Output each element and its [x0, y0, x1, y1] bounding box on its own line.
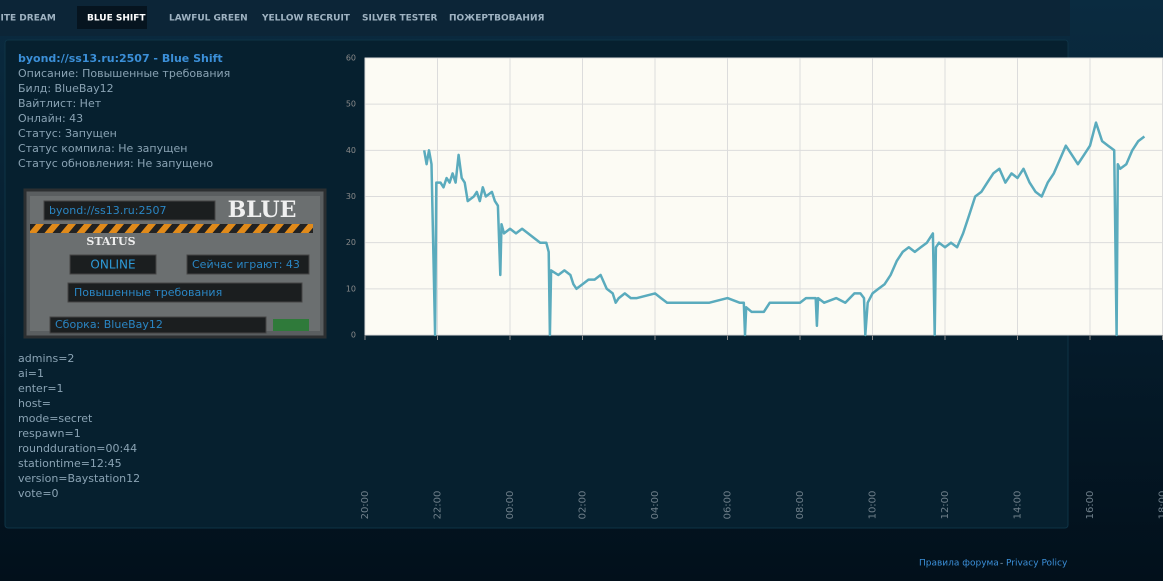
nav-bar	[0, 0, 1070, 36]
server-title[interactable]: byond://ss13.ru:2507 - Blue Shift	[18, 52, 223, 65]
x-tick-label: 04:00	[650, 491, 661, 520]
banner-led	[273, 319, 309, 331]
x-tick-label: 02:00	[578, 491, 589, 520]
y-tick-label: 40	[346, 146, 356, 155]
nav-tab[interactable]: ПОЖЕРТВОВАНИЯ	[449, 14, 544, 24]
active-tab	[77, 6, 147, 29]
nav: HITE DREAM BLUE SHIFT LAWFUL GREEN YELLOW R…	[0, 6, 544, 29]
x-tick-label: 22:00	[433, 491, 444, 520]
nav-tab[interactable]: HITE DREAM	[0, 14, 56, 24]
info-line: Описание: Повышенные требования	[18, 67, 230, 80]
banner-description: Повышенные требования	[74, 286, 222, 299]
y-tick-label: 10	[346, 284, 356, 293]
banner-field	[69, 254, 157, 275]
info-line: Вайтлист: Нет	[18, 97, 102, 110]
hazard-stripe	[30, 224, 313, 233]
banner-field	[186, 254, 310, 275]
nav-tab[interactable]: SILVER TESTER	[362, 14, 438, 24]
footer-link[interactable]: Правила форума	[919, 559, 999, 569]
x-tick-label: 14:00	[1013, 491, 1024, 520]
config-line: mode=secret	[18, 412, 93, 425]
info-line: Статус обновления: Не запущено	[18, 157, 213, 170]
config-line: stationtime=12:45	[18, 457, 122, 470]
footer-link[interactable]: Privacy Policy	[1006, 559, 1068, 569]
x-tick-label: 10:00	[868, 491, 879, 520]
y-tick-label: 30	[346, 192, 356, 201]
info-line: Онлайн: 43	[18, 112, 83, 125]
x-tick-label: 20:00	[360, 491, 371, 520]
config-line: host=	[18, 397, 51, 410]
x-tick-label: 08:00	[795, 491, 806, 520]
banner-name: BLUE	[228, 197, 297, 223]
banner-field	[49, 316, 267, 334]
config-line: version=Baystation12	[18, 472, 140, 485]
x-tick-label: 12:00	[940, 491, 951, 520]
info-line: Статус компила: Не запущен	[18, 142, 187, 155]
config-line: vote=0	[18, 487, 59, 500]
banner-build: Сборка: BlueBay12	[55, 318, 163, 331]
config-line: ai=1	[18, 367, 44, 380]
config-line: enter=1	[18, 382, 64, 395]
server-info: Описание: Повышенные требования Билд: Blu…	[18, 67, 230, 170]
status-banner: byond://ss13.ru:2507 BLUE STATUS ONLINE …	[23, 188, 327, 339]
banner-field	[43, 200, 216, 221]
y-tick-label: 20	[346, 238, 356, 247]
info-line: Статус: Запущен	[18, 127, 117, 140]
footer-separator: -	[1000, 559, 1003, 569]
banner-field	[67, 282, 303, 303]
x-tick-label: 16:00	[1085, 491, 1096, 520]
x-tick-label: 18:00	[1158, 491, 1163, 520]
series-line	[422, 121, 1146, 337]
x-tick-label: 00:00	[505, 491, 516, 520]
banner-address: byond://ss13.ru:2507	[49, 204, 166, 217]
nav-tab[interactable]: BLUE SHIFT	[87, 14, 146, 24]
y-tick-label: 50	[346, 100, 356, 109]
y-tick-label: 0	[351, 331, 356, 340]
banner-status: ONLINE	[90, 258, 135, 272]
config-line: admins=2	[18, 352, 74, 365]
info-line: Билд: BlueBay12	[18, 82, 114, 95]
nav-tab[interactable]: LAWFUL GREEN	[169, 14, 248, 24]
banner-status-label: STATUS	[86, 235, 135, 248]
server-config: admins=2 ai=1 enter=1 host= mode=secret respa…	[18, 352, 140, 500]
config-line: respawn=1	[18, 427, 81, 440]
x-tick-label: 06:00	[723, 491, 734, 520]
config-line: roundduration=00:44	[18, 442, 137, 455]
chart: 0 10 20 30 40 50 60 20:00 22:00 00:00 02:00 04:00 06…	[346, 54, 1163, 520]
nav-tab[interactable]: YELLOW RECRUIT	[261, 14, 351, 24]
banner-players: Сейчас играют: 43	[192, 258, 300, 271]
y-tick-label: 60	[346, 54, 356, 63]
